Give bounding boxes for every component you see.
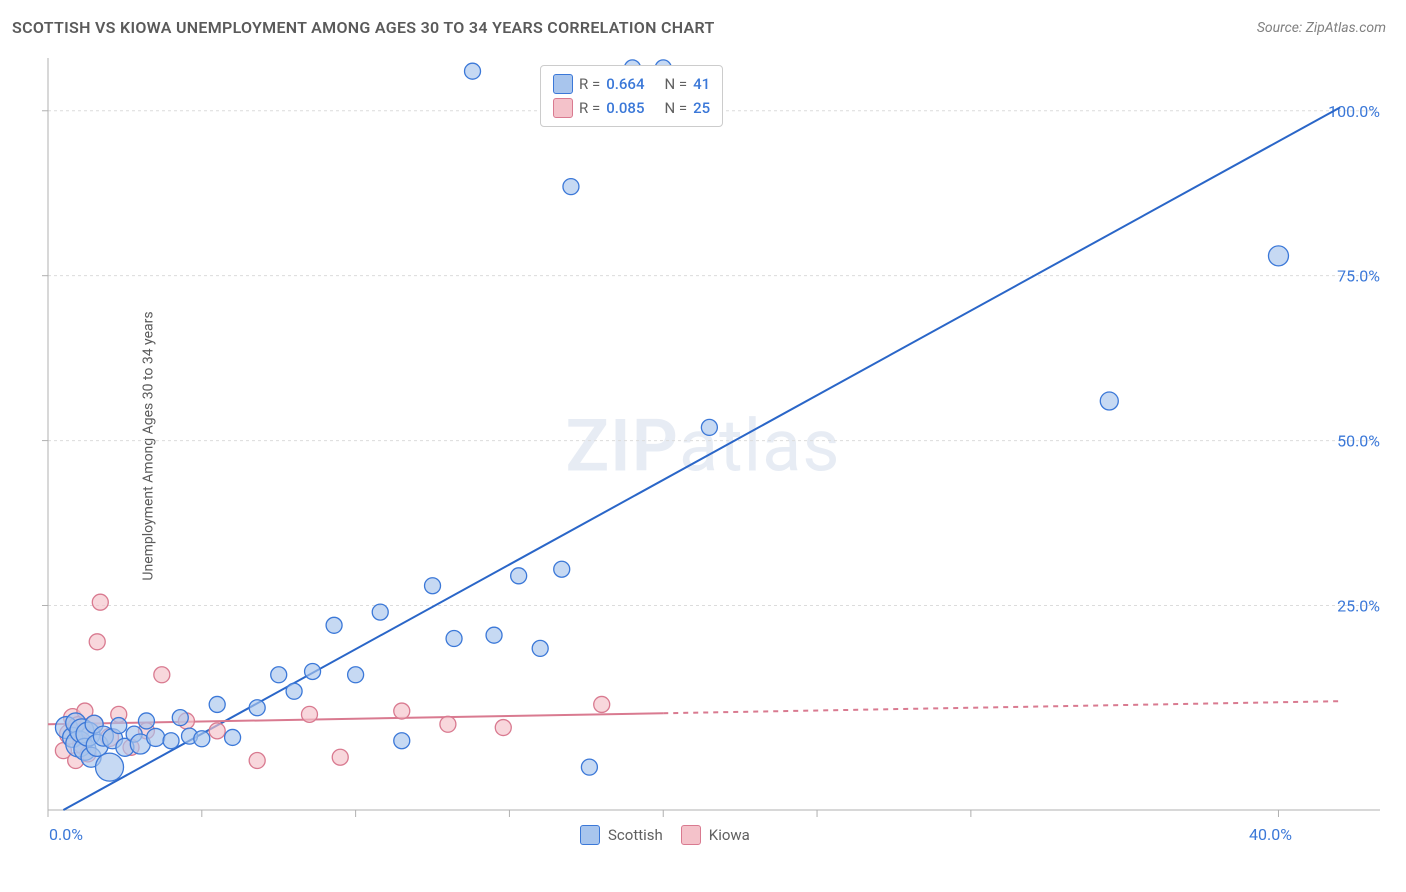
legend-swatch <box>553 98 573 118</box>
series-name: Kiowa <box>709 826 750 844</box>
series-legend: Scottish Kiowa <box>580 825 750 845</box>
legend-n-label: N = <box>664 75 687 93</box>
svg-text:50.0%: 50.0% <box>1337 432 1380 451</box>
svg-text:75.0%: 75.0% <box>1337 267 1380 286</box>
svg-text:40.0%: 40.0% <box>1249 825 1292 844</box>
legend-n-value: 41 <box>693 75 710 93</box>
legend-r-label: R = <box>579 75 600 93</box>
legend-row: R = 0.085 N = 25 <box>553 96 710 120</box>
legend-r-value: 0.085 <box>606 99 644 117</box>
legend-swatch <box>580 825 600 845</box>
legend-n-label: N = <box>664 99 687 117</box>
series-legend-item: Kiowa <box>681 825 750 845</box>
legend-swatch <box>553 74 573 94</box>
legend-r-value: 0.664 <box>606 75 644 93</box>
svg-text:100.0%: 100.0% <box>1328 102 1380 121</box>
legend-row: R = 0.664 N = 41 <box>553 72 710 96</box>
legend-swatch <box>681 825 701 845</box>
series-name: Scottish <box>608 826 663 844</box>
svg-text:0.0%: 0.0% <box>49 825 83 844</box>
legend-n-value: 25 <box>693 99 710 117</box>
correlation-legend: R = 0.664 N = 41 R = 0.085 N = 25 <box>540 65 723 127</box>
svg-text:25.0%: 25.0% <box>1337 597 1380 616</box>
series-legend-item: Scottish <box>580 825 663 845</box>
legend-r-label: R = <box>579 99 600 117</box>
chart-container: SCOTTISH VS KIOWA UNEMPLOYMENT AMONG AGE… <box>0 0 1406 892</box>
plot-svg: 25.0% 50.0% 75.0% 100.0% 0.0% 40.0% <box>0 0 1406 892</box>
